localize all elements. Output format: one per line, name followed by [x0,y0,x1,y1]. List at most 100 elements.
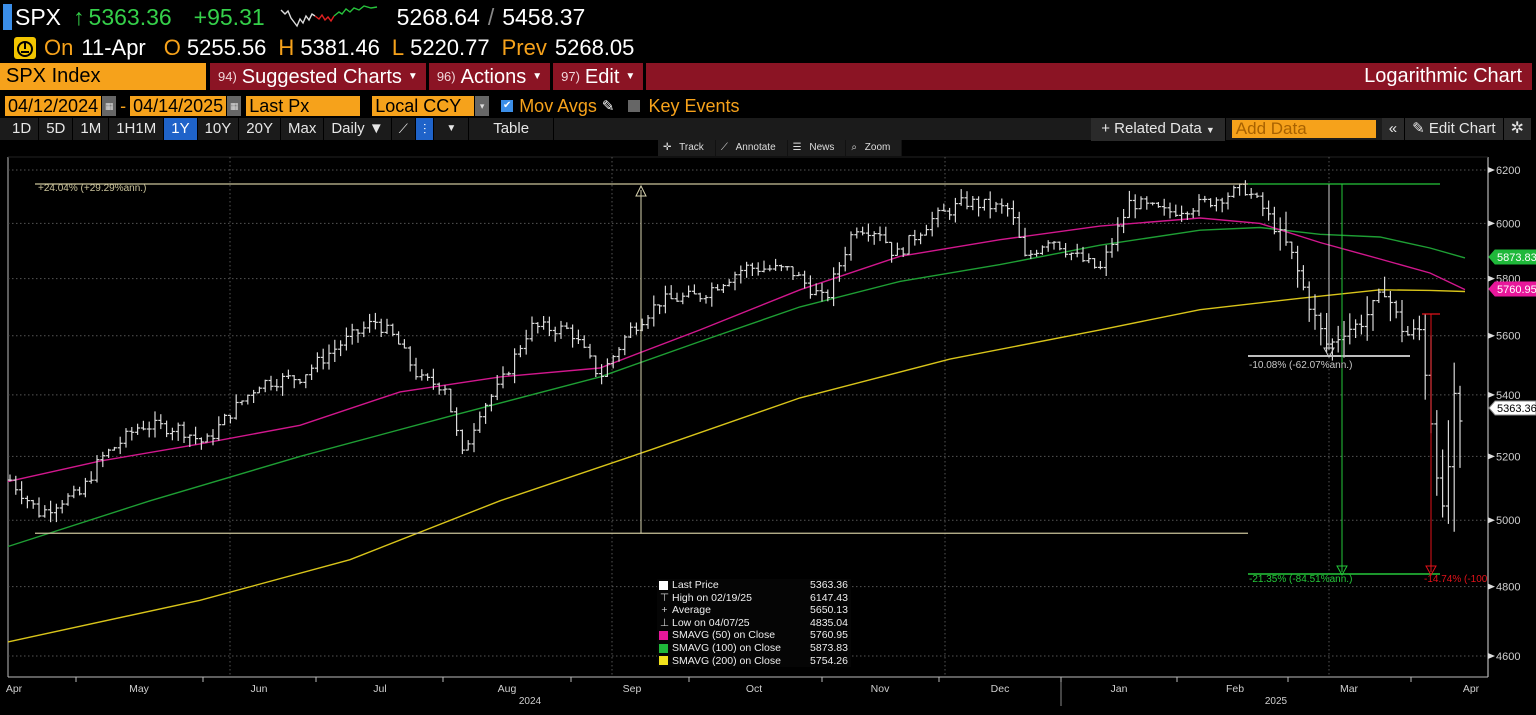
edit-chart-label: Edit Chart [1428,120,1496,137]
legend-value: 5873.83 [810,641,848,654]
period-1h1m[interactable]: 1H1M [109,118,165,140]
intraday-sparkline [280,5,377,28]
mov-avgs-checkbox[interactable]: ✔ [501,100,514,112]
mov-avgs-label[interactable]: Mov Avgs [519,95,597,116]
dropdown-caret-icon: ▼ [532,70,543,82]
yellow-swatch-icon [659,656,668,666]
magenta-swatch-icon [659,631,668,641]
svg-text:6200: 6200 [1496,165,1520,177]
svg-text:5760.95: 5760.95 [1497,284,1536,296]
key-events-label[interactable]: Key Events [648,95,740,116]
menu-label: Actions [460,65,527,88]
high-marker-icon: ⊤ [659,591,670,604]
svg-text:Feb: Feb [1226,683,1244,695]
date-dash: - [120,95,127,116]
currency-select[interactable]: Local CCY [372,96,475,116]
net-change: +95.31 [193,3,265,30]
svg-text:Mar: Mar [1340,683,1359,695]
legend-row-sma100[interactable]: SMAVG (100) on Close 5873.83 [657,642,851,655]
chart-parameters: 04/12/2024 ▦ - 04/14/2025 ▦ Last Px Loca… [0,95,1536,117]
green-swatch-icon [659,643,668,653]
menu-number: 97) [561,68,580,84]
annotate-label: Annotate [730,142,781,153]
period-1m[interactable]: 1M [73,118,110,140]
period-10y[interactable]: 10Y [198,118,240,140]
legend-row-sma50[interactable]: SMAVG (50) on Close 5760.95 [657,629,851,642]
legend-value: 6147.43 [810,591,848,604]
low-value: 5220.77 [410,35,490,60]
menu-bar: SPX Index 94) Suggested Charts ▼ 96) Act… [0,63,1532,90]
legend-label: SMAVG (200) on Close [672,654,781,667]
line-chart-icon[interactable]: ⟋ [392,118,416,140]
menu-label: Suggested Charts [241,65,402,88]
table-button[interactable]: Table [469,118,555,140]
day-range-high: 5458.37 [502,3,586,30]
legend-value: 5760.95 [810,629,848,642]
annotate-tool[interactable]: ⟋ Annotate [715,140,787,156]
zoom-tool[interactable]: ⌕ Zoom [846,140,902,156]
related-data-button[interactable]: + Related Data ▼ [1091,117,1226,141]
period-5d[interactable]: 5D [39,118,74,140]
svg-text:Oct: Oct [746,683,762,695]
realtime-gauge-icon[interactable] [14,37,36,59]
chart-toolbar: 1D 5D 1M 1H1M 1Y 10Y 20Y Max Daily ▼ ⟋ ⫶… [0,117,1532,141]
legend-row-low[interactable]: ⊥ Low on 04/07/25 4835.04 [657,617,851,630]
track-tool[interactable]: ✛ Track [658,140,715,156]
menu-label: Edit [584,65,620,88]
dropdown-caret-icon: ▼ [407,70,418,82]
period-1y[interactable]: 1Y [164,118,198,140]
open-value: 5255.56 [186,35,267,60]
panel-indicator[interactable] [3,4,12,30]
actions-menu[interactable]: 96) Actions ▼ [428,63,551,90]
svg-text:5600: 5600 [1496,331,1520,343]
svg-text:Jan: Jan [1111,683,1128,695]
legend-row-last-price[interactable]: Last Price 5363.36 [657,579,851,592]
legend-row-high[interactable]: ⊤ High on 02/19/25 6147.43 [657,592,851,605]
up-arrow-icon: ↑ [73,3,85,30]
svg-text:Jul: Jul [373,683,386,695]
period-max[interactable]: Max [281,118,325,140]
period-20y[interactable]: 20Y [239,118,281,140]
calendar-icon[interactable]: ▦ [102,96,117,116]
edit-menu[interactable]: 97) Edit ▼ [553,63,644,90]
svg-text:+24.04% (+29.29%ann.): +24.04% (+29.29%ann.) [38,183,146,194]
security-field[interactable]: SPX Index [0,63,206,90]
prev-label: Prev [501,35,547,60]
calendar-icon[interactable]: ▦ [227,96,242,116]
white-swatch-icon [659,580,668,590]
menu-number: 94) [218,68,237,84]
svg-text:Apr: Apr [1463,683,1480,695]
legend-label: Average [672,604,711,617]
track-label: Track [674,142,709,153]
news-label: News [804,142,840,153]
dropdown-caret-icon: ▼ [625,70,636,82]
end-date-field[interactable]: 04/14/2025 [130,96,227,116]
quote-date: 11-Apr [81,35,146,60]
svg-text:Dec: Dec [991,683,1010,695]
pencil-icon[interactable]: ✎ [601,98,615,115]
add-data-input[interactable]: Add Data [1231,120,1376,138]
on-label: On [44,35,74,60]
key-events-checkbox[interactable] [628,100,641,112]
start-date-field[interactable]: 04/12/2024 [5,96,102,116]
bar-chart-icon[interactable]: ⫶ [415,118,435,140]
low-marker-icon: ⊥ [659,616,670,629]
collapse-button[interactable]: « [1381,118,1406,140]
legend-label: SMAVG (50) on Close [672,629,776,642]
frequency-select[interactable]: Daily ▼ [324,118,392,140]
prev-value: 5268.05 [554,35,635,60]
pencil-icon: ✎ [1412,120,1429,137]
svg-text:2025: 2025 [1265,696,1288,707]
legend-row-sma200[interactable]: SMAVG (200) on Close 5754.26 [657,655,851,668]
period-1d[interactable]: 1D [0,118,40,140]
gear-icon[interactable]: ✲ [1503,118,1532,140]
chart-type-dropdown[interactable]: ▼ [434,118,470,140]
news-tool[interactable]: ☰ News [787,140,846,156]
legend-row-average[interactable]: + Average 5650.13 [657,604,851,617]
range-separator: / [487,3,495,30]
field-select[interactable]: Last Px [246,96,361,116]
dropdown-caret-icon[interactable]: ▾ [475,96,490,116]
suggested-charts-menu[interactable]: 94) Suggested Charts ▼ [210,63,426,90]
high-label: H [278,35,295,60]
edit-chart-button[interactable]: ✎ Edit Chart [1405,118,1504,140]
